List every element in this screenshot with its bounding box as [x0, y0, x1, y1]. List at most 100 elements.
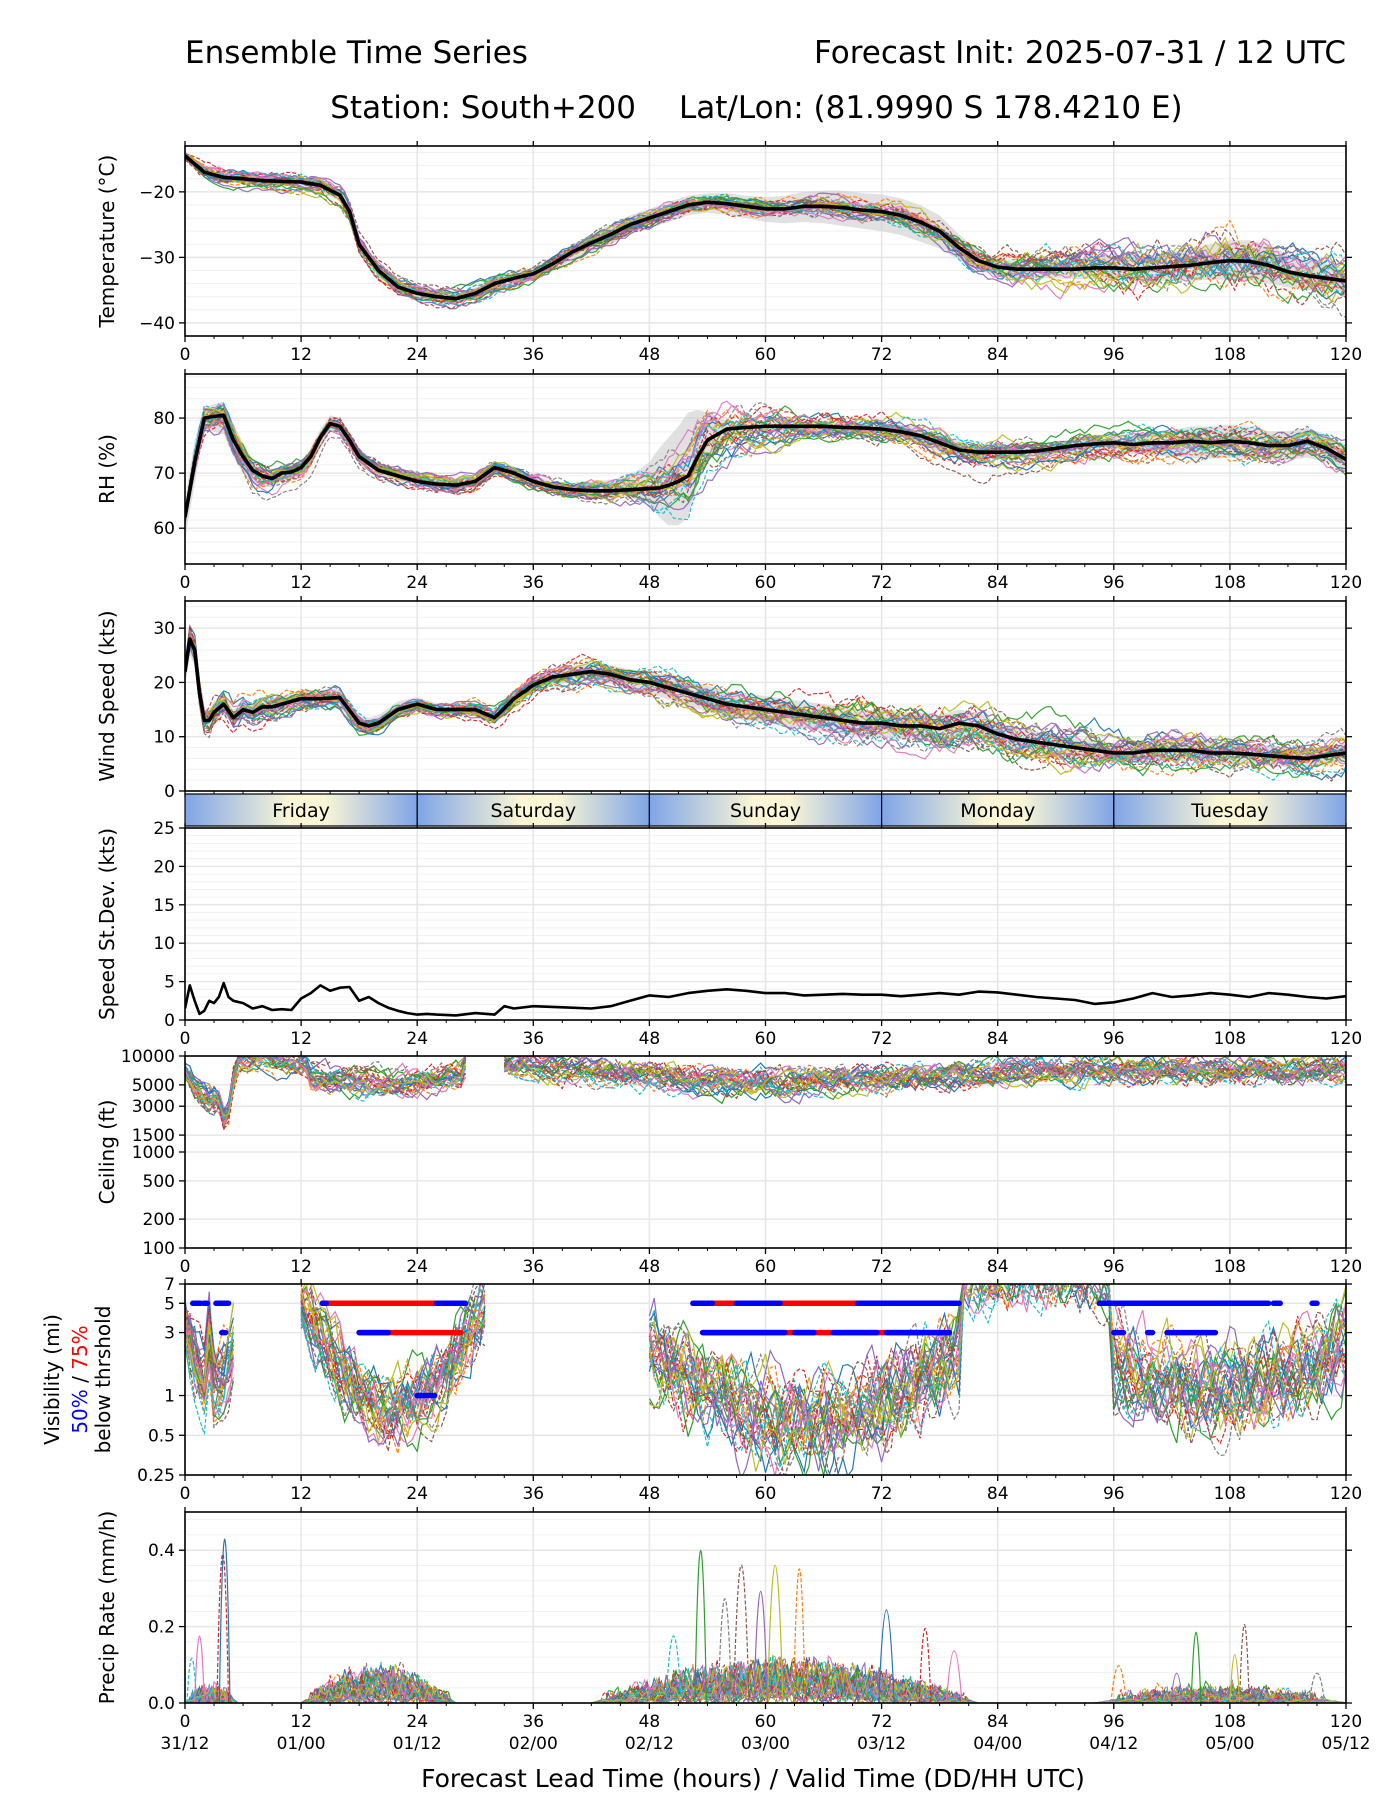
- visibility-member-line: [300, 1284, 486, 1421]
- ceiling-member-line: [460, 1056, 467, 1065]
- day-cell: [416, 793, 651, 827]
- day-cell: [184, 793, 418, 827]
- day-label: Friday: [272, 800, 330, 822]
- visibility-member-line: [300, 1288, 486, 1429]
- visibility-member-line: [1069, 1284, 1085, 1300]
- precip-spike: [665, 1635, 682, 1703]
- x-tick-label: 120: [1330, 1484, 1362, 1504]
- precip-spike: [878, 1609, 895, 1703]
- visibility-ylabel: Visibility (mi): [40, 1314, 64, 1445]
- precip-member-line: [185, 1655, 1346, 1703]
- rh-panel: 60 70 80 0 12 24 36 48 60 72 84 96 108 120 RH (%): [95, 369, 1362, 593]
- visibility-member-line: [1106, 1284, 1346, 1445]
- visibility-member-line: [1113, 1335, 1346, 1431]
- y-tick-label: 3000: [132, 1097, 175, 1117]
- precip-spike: [717, 1598, 733, 1703]
- ceiling-member-line: [445, 1062, 467, 1076]
- ceiling-member-line: [557, 1070, 573, 1077]
- x-tick-label: 24: [406, 1257, 428, 1277]
- x-tick-label: 36: [522, 1257, 544, 1277]
- y-tick-label: 70: [153, 464, 175, 484]
- ceiling-member-line: [504, 1060, 544, 1077]
- visibility-member-line: [1084, 1284, 1346, 1429]
- day-label: Tuesday: [1190, 800, 1268, 822]
- precip-member-line: [185, 1654, 1346, 1703]
- visibility-member-line: [648, 1284, 972, 1472]
- wind_speed-member-line: [185, 638, 1346, 776]
- temperature-mean-line: [185, 154, 1346, 301]
- wind_speed-ylabel: Wind Speed (kts): [95, 610, 119, 781]
- ceiling-member-line: [755, 1070, 868, 1089]
- visibility-member-line: [300, 1319, 486, 1424]
- x-tick-label: 48: [639, 1484, 661, 1504]
- visibility-plot-area: [185, 1277, 1346, 1475]
- ceiling-member-line: [629, 1070, 708, 1100]
- ceiling-member-line: [185, 1056, 399, 1121]
- x-tick-label: 0: [180, 1712, 191, 1732]
- ceiling-member-line: [504, 1058, 800, 1091]
- ceiling-member-line: [668, 1056, 1163, 1105]
- precip-spike: [694, 1550, 708, 1703]
- ceiling-member-line: [750, 1066, 887, 1092]
- ceiling-member-line: [329, 1062, 467, 1093]
- y-tick-label: −20: [139, 183, 175, 203]
- x-tick-label: 36: [522, 1484, 544, 1504]
- day-label: Saturday: [490, 800, 576, 822]
- x-tick-label: 48: [639, 1257, 661, 1277]
- x-tick-label: 0: [180, 573, 191, 593]
- rh-member-line: [185, 410, 1346, 521]
- x-tick-label: 96: [1103, 345, 1125, 365]
- ceiling-member-line: [624, 1065, 694, 1080]
- visibility-member-line: [1019, 1284, 1048, 1306]
- visibility-member-line: [648, 1284, 988, 1458]
- x-tick-label: 12: [290, 573, 312, 593]
- y-tick-label: 500: [143, 1172, 175, 1192]
- x-tick-label: 72: [871, 1712, 893, 1732]
- valid-time-label: 04/12: [1089, 1734, 1138, 1754]
- x-tick-label: 36: [522, 573, 544, 593]
- visibility-member-line: [1006, 1284, 1074, 1318]
- ceiling-member-line: [895, 1056, 1346, 1088]
- ceiling-member-line: [576, 1066, 926, 1099]
- visibility-member-line: [1056, 1284, 1089, 1309]
- ceiling-member-line: [818, 1056, 1337, 1090]
- visibility-member-line: [1032, 1277, 1037, 1280]
- x-tick-label: 60: [755, 1029, 777, 1049]
- precip-spike: [945, 1650, 963, 1703]
- precip-spike: [1110, 1665, 1127, 1703]
- precip-spike: [792, 1568, 806, 1703]
- rh-member-line: [185, 419, 1346, 517]
- rh-member-line: [185, 407, 1346, 516]
- panels: −40−30−200 12 24 36 48 60 72 84 96 108 120Temperat…: [40, 141, 1371, 1754]
- latlon-label: Lat/Lon: (81.9990 S 178.4210 E): [679, 90, 1183, 126]
- visibility-member-line: [1113, 1318, 1346, 1422]
- x-tick-label: 60: [755, 1712, 777, 1732]
- x-tick-label: 36: [522, 1712, 544, 1732]
- precip-spike: [766, 1564, 784, 1703]
- visibility-member-line: [1060, 1284, 1064, 1289]
- x-tick-label: 96: [1103, 1257, 1125, 1277]
- visibility-member-line: [1051, 1277, 1056, 1281]
- precip-spike: [194, 1635, 205, 1703]
- visibility-member-line: [1051, 1277, 1061, 1284]
- visibility-member-line: [1079, 1284, 1090, 1303]
- ceiling-member-line: [953, 1066, 1018, 1086]
- y-tick-label: 80: [153, 409, 175, 429]
- ceiling-member-line: [920, 1087, 926, 1092]
- ceiling-member-line: [1026, 1060, 1346, 1086]
- x-tick-label: 108: [1214, 1484, 1246, 1504]
- visibility-member-line: [1074, 1284, 1084, 1300]
- x-tick-label: 24: [406, 1029, 428, 1049]
- x-tick-label: 96: [1103, 1029, 1125, 1049]
- speed_stdev-panel: 0 5 10 15 20 25 0 12 24 36 48 60 72 84 96 108 120 Speed S…: [95, 819, 1362, 1049]
- precip-spike: [1238, 1624, 1250, 1703]
- x-tick-label: 36: [522, 1029, 544, 1049]
- rh-member-line: [185, 407, 1346, 516]
- visibility-member-line: [1075, 1277, 1080, 1279]
- y-tick-label: 20: [153, 857, 175, 877]
- visibility-member-line: [978, 1277, 988, 1282]
- day-label: Sunday: [730, 800, 801, 822]
- y-tick-label: 1500: [132, 1126, 175, 1146]
- speed-stdev-line: [185, 981, 1346, 1017]
